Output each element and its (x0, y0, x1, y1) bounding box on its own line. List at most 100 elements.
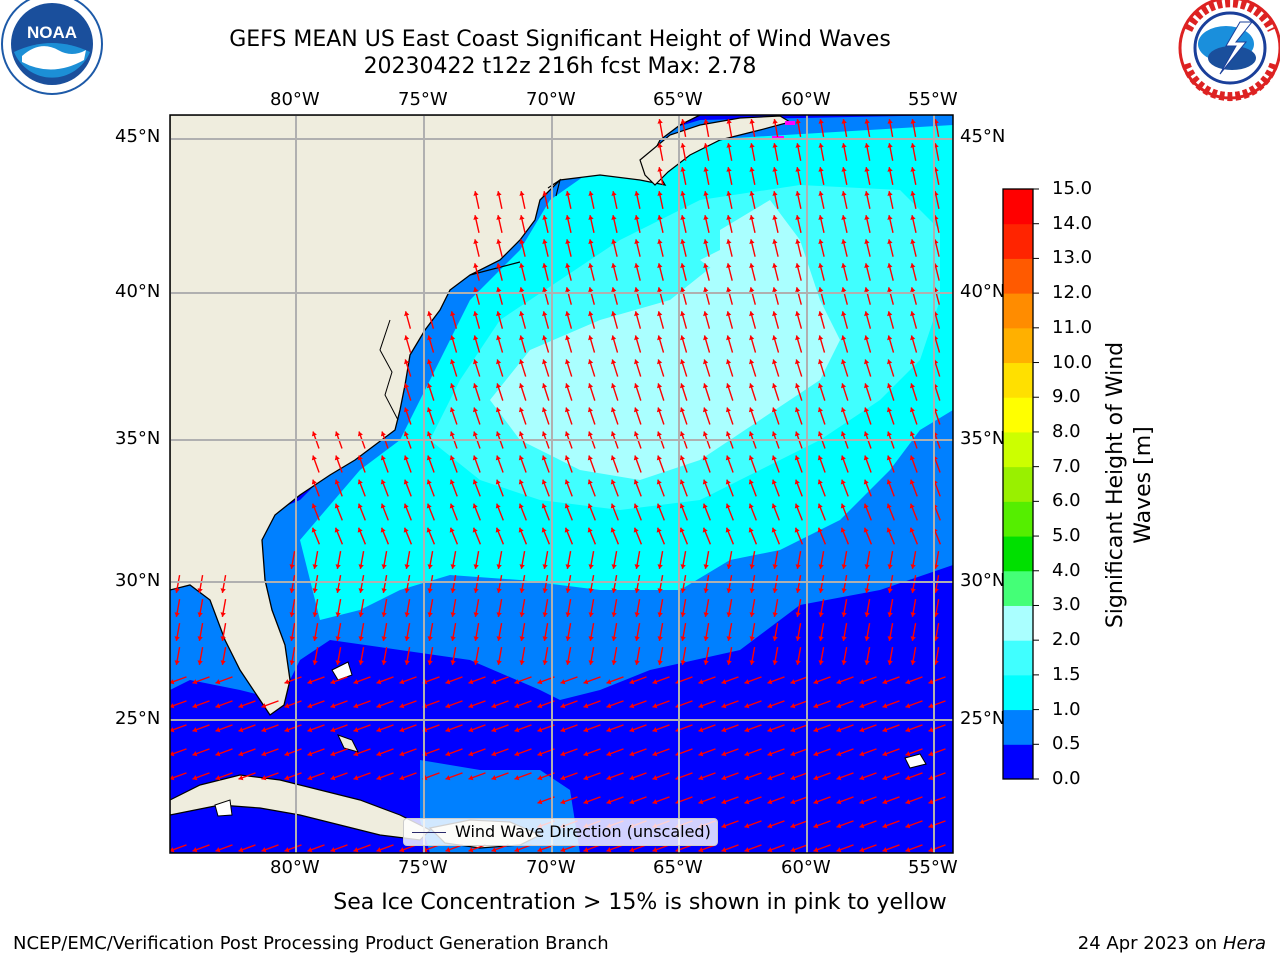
wave-direction-arrowhead (863, 527, 869, 533)
wave-direction-arrowhead (634, 215, 640, 220)
wave-direction-arrowhead (726, 359, 732, 365)
wave-direction-arrowhead (657, 143, 663, 148)
wave-direction-arrowhead (795, 564, 801, 569)
wave-direction-arrowhead (468, 751, 474, 757)
wave-direction-arrowhead (726, 660, 732, 665)
wave-direction-arrowhead (657, 588, 663, 593)
wave-direction-arrowhead (726, 612, 732, 617)
wave-direction-arrowhead (583, 799, 589, 805)
wave-direction-arrowhead (495, 431, 501, 437)
wave-direction-arrowhead (794, 479, 800, 485)
wave-direction-arrowhead (887, 143, 893, 148)
wave-direction-arrowhead (749, 263, 755, 268)
wave-direction-arrowhead (841, 588, 847, 593)
wave-direction-arrowhead (583, 703, 589, 709)
wave-direction-arrowhead (284, 775, 290, 781)
wave-direction-arrowhead (698, 727, 704, 733)
wave-direction-arrowhead (473, 287, 479, 293)
colorbar-tick-label: 14.0 (1052, 212, 1093, 234)
wave-direction-arrowhead (744, 775, 750, 781)
wave-direction-arrowhead (748, 455, 754, 461)
wave-direction-arrowhead (473, 660, 479, 665)
wave-direction-arrowhead (909, 455, 915, 461)
wave-direction-arrowhead (772, 335, 778, 341)
wave-direction-arrowhead (725, 479, 731, 485)
wave-direction-arrowhead (450, 636, 456, 641)
wave-direction-arrowhead (215, 679, 221, 685)
wave-direction-arrowhead (376, 703, 382, 709)
wave-direction-arrowhead (887, 311, 893, 317)
wave-direction-arrowhead (473, 383, 479, 389)
wave-direction-arrowhead (657, 383, 663, 389)
wave-direction-arrowhead (813, 799, 819, 805)
wave-direction-arrowhead (611, 588, 617, 593)
wave-direction-arrowhead (680, 636, 686, 641)
wave-direction-arrowhead (307, 775, 313, 781)
wave-direction-arrowhead (473, 564, 479, 569)
wave-direction-arrowhead (450, 311, 456, 317)
wave-direction-arrowhead (426, 479, 432, 485)
wave-direction-arrowhead (794, 503, 800, 509)
wave-direction-arrowhead (330, 727, 336, 733)
lat-label-left-25n: 25°N (115, 708, 161, 729)
wave-direction-arrowhead (767, 775, 773, 781)
lat-label-left-45n: 45°N (115, 126, 161, 147)
wave-direction-arrowhead (767, 847, 773, 853)
wave-direction-arrowhead (311, 527, 317, 533)
wave-direction-arrowhead (910, 239, 916, 244)
wave-direction-arrowhead (887, 239, 893, 244)
wave-direction-arrowhead (357, 503, 363, 509)
wave-direction-arrowhead (790, 799, 796, 805)
wave-direction-arrowhead (818, 119, 824, 124)
wave-direction-arrowhead (905, 823, 911, 829)
wave-direction-arrowhead (680, 564, 686, 569)
wave-direction-arrowhead (928, 679, 934, 685)
wave-direction-arrowhead (583, 751, 589, 757)
wave-direction-arrowhead (864, 660, 870, 665)
wave-direction-arrowhead (818, 335, 824, 341)
sea-ice-note: Sea Ice Concentration > 15% is shown in … (333, 890, 947, 915)
wave-direction-arrowhead (445, 751, 451, 757)
wave-direction-arrowhead (790, 751, 796, 757)
wave-direction-arrowhead (426, 407, 432, 413)
wave-direction-arrowhead (334, 431, 340, 437)
wave-direction-arrowhead (611, 287, 617, 293)
wave-direction-arrowhead (472, 479, 478, 485)
wave-direction-arrowhead (634, 564, 640, 569)
wave-direction-arrowhead (399, 847, 405, 853)
wave-direction-arrowhead (611, 612, 617, 617)
lon-label-top-60w: 60°W (781, 89, 831, 110)
wave-direction-arrowhead (817, 527, 823, 533)
wave-direction-arrowhead (610, 527, 616, 533)
date-text: 24 Apr 2023 on (1077, 933, 1218, 954)
wave-direction-arrowhead (726, 263, 732, 268)
wave-direction-arrowhead (817, 407, 823, 413)
wave-direction-arrowhead (744, 703, 750, 709)
wave-direction-arrowhead (652, 703, 658, 709)
wave-direction-arrowhead (496, 287, 502, 293)
wave-direction-arrowhead (634, 588, 640, 593)
wave-direction-arrowhead (588, 287, 594, 293)
wave-direction-arrowhead (772, 588, 778, 593)
wave-direction-arrowhead (836, 775, 842, 781)
wave-direction-arrowhead (910, 119, 916, 124)
wave-direction-arrowhead (680, 612, 686, 617)
wave-direction-arrowhead (882, 727, 888, 733)
wave-direction-arrowhead (542, 383, 548, 389)
colorbar-segment (1003, 258, 1033, 294)
wave-direction-arrowhead (859, 823, 865, 829)
wave-direction-arrowhead (519, 335, 525, 341)
wave-direction-arrowhead (335, 660, 341, 665)
wave-direction-arrowhead (473, 215, 479, 220)
lon-label-bottom-70w: 70°W (526, 857, 576, 878)
wave-direction-arrowhead (238, 727, 244, 733)
wave-direction-arrowhead (702, 407, 708, 413)
lon-label-bottom-80w: 80°W (270, 857, 320, 878)
wave-direction-arrowhead (864, 287, 870, 293)
wave-direction-arrowhead (910, 191, 916, 196)
wave-direction-arrowhead (744, 823, 750, 829)
wave-direction-arrowhead (357, 455, 363, 461)
wave-direction-arrowhead (403, 455, 409, 461)
colorbar-segment (1003, 223, 1033, 259)
wave-direction-arrowhead (841, 263, 847, 268)
